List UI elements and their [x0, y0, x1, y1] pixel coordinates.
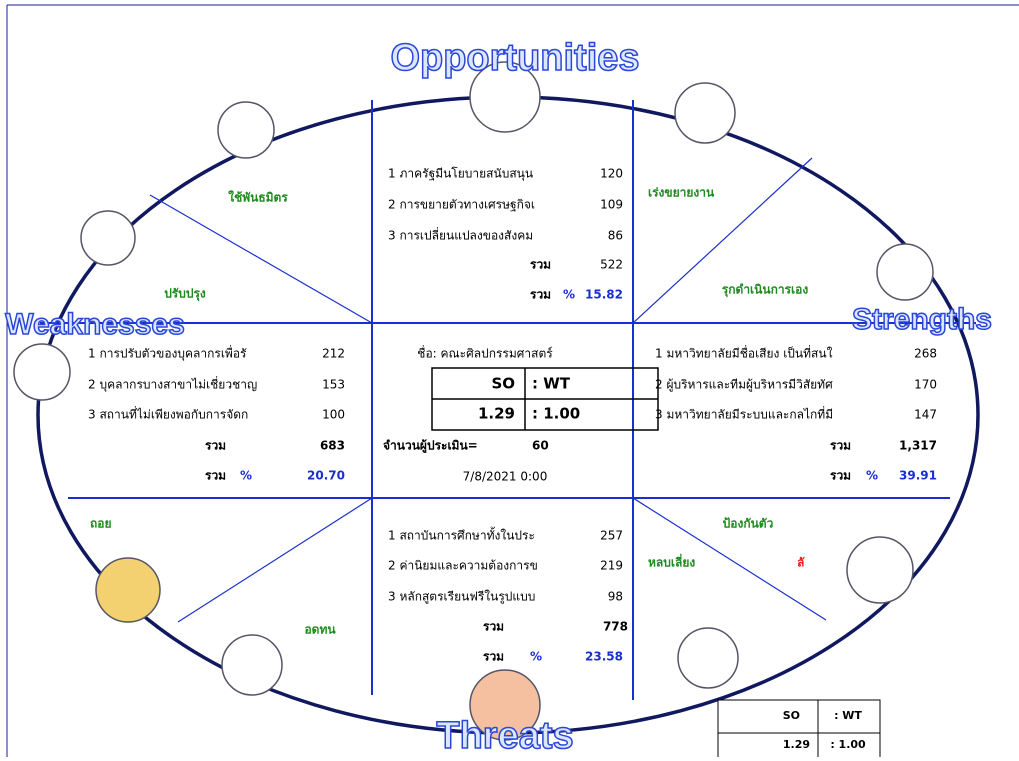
threats-percent-sign: % — [530, 650, 542, 664]
0-text: 1 สถาบันการศึกษาทั้งในประ — [388, 527, 535, 543]
icon-virgo — [222, 635, 282, 695]
center-evaluators: 60 — [532, 439, 549, 453]
titles-opportunities: Opportunities — [390, 37, 639, 79]
strategies-retreat: ถอย — [90, 517, 112, 531]
1-value: 219 — [600, 559, 623, 573]
icon-pisces — [675, 83, 735, 143]
strengths-total-label: รวม — [830, 439, 851, 453]
strengths-percent-label: รวม — [830, 469, 851, 483]
1-value: 109 — [600, 198, 623, 212]
threats-total-label: รวม — [483, 620, 504, 634]
2-value: 100 — [322, 408, 345, 422]
icon-aquarius — [877, 244, 933, 300]
1-text: 2 ผู้บริหารและทีมผู้บริหารมีวิสัยทัศ — [655, 378, 833, 393]
ratio-values-1: : 1.00 — [532, 405, 580, 423]
opportunities-percent: 15.82 — [585, 288, 623, 302]
ratio-header-1: : WT — [532, 375, 571, 393]
center-name: ชื่อ: คณะศิลปกรรมศาสตร์ — [417, 345, 553, 361]
1-text: 2 บุคลากรบางสาขาไม่เชี่ยวชาญ — [88, 376, 257, 393]
weaknesses-percent: 20.70 — [307, 469, 345, 483]
header-1: : WT — [834, 709, 862, 722]
values-1: : 1.00 — [830, 738, 866, 751]
weaknesses-total-label: รวม — [205, 439, 226, 453]
threats-percent-label: รวม — [483, 650, 504, 664]
icon-leo — [96, 558, 160, 622]
0-value: 212 — [322, 347, 345, 361]
2-text: 3 สถานที่ไม่เพียงพอกับการจัดก — [88, 406, 248, 422]
1-text: 2 การขยายตัวทางเศรษฐกิจเ — [388, 198, 535, 212]
opportunities-total-label: รวม — [530, 258, 551, 272]
0-value: 268 — [914, 347, 937, 361]
0-value: 120 — [600, 167, 623, 181]
icon-sagittarius — [847, 537, 913, 603]
2-text: 3 หลักสูตรเรียนฟรีในรูปแบบ — [388, 590, 535, 605]
icon-cancer — [14, 344, 70, 400]
threats-total: 778 — [603, 620, 628, 634]
values-0: 1.29 — [783, 738, 810, 751]
diagonal — [150, 195, 372, 323]
center-evaluators-label: จำนวนผู้ประเมิน= — [383, 439, 478, 454]
titles-weaknesses: Weaknesses — [5, 308, 185, 341]
strategies-expand: เร่งขยายงาน — [648, 186, 715, 200]
threats-percent: 23.58 — [585, 650, 623, 664]
opportunities-percent-label: รวม — [530, 288, 551, 302]
0-value: 257 — [600, 529, 623, 543]
weaknesses-percent-sign: % — [240, 469, 252, 483]
diagonal — [178, 498, 372, 622]
strategies-avoid: หลบเลี่ยง — [648, 554, 695, 570]
opportunities-percent-sign: % — [563, 288, 575, 302]
2-value: 86 — [608, 229, 623, 243]
2-value: 98 — [608, 590, 623, 604]
1-value: 153 — [322, 378, 345, 392]
strengths-percent-sign: % — [866, 469, 878, 483]
1-text: 2 ค่านิยมและความต้องการข — [388, 559, 538, 573]
opportunities-total: 522 — [600, 258, 623, 272]
2-text: 3 มหาวิทยาลัยมีระบบและกลไกที่มี — [655, 406, 833, 422]
2-text: 3 การเปลี่ยนแปลงของสังคม — [388, 227, 533, 243]
strengths-total: 1,317 — [899, 439, 937, 453]
swot-diagram: Opportunities Threats Weaknesses Strengths 1… — [0, 0, 1019, 757]
0-text: 1 มหาวิทยาลัยมีชื่อเสียง เป็นที่สนใ — [655, 345, 833, 361]
strategies-ally: ใช้พันธมิตร — [228, 190, 288, 205]
strategies-endure: อดทน — [304, 623, 336, 637]
weaknesses-total: 683 — [320, 439, 345, 453]
diagonal — [633, 158, 812, 323]
icon-taurus — [218, 102, 274, 158]
0-text: 1 ภาครัฐมีนโยบายสนับสนุน — [388, 167, 533, 182]
center-date: 7/8/2021 0:00 — [463, 470, 548, 484]
header-0: SO — [783, 709, 800, 722]
0-text: 1 การปรับตัวของบุคลากรเพื่อรั — [88, 345, 247, 362]
icon-scorpio — [678, 628, 738, 688]
1-value: 170 — [914, 378, 937, 392]
ratio-values-0: 1.29 — [478, 405, 515, 423]
weaknesses-percent-label: รวม — [205, 469, 226, 483]
strategies-improve: ปรับปรุง — [164, 287, 206, 302]
titles-threats: Threats — [436, 715, 573, 757]
strengths-percent: 39.91 — [899, 469, 937, 483]
grid — [40, 100, 976, 700]
ratio-header-0: SO — [491, 375, 515, 393]
strategies-proactive: รุกดำเนินการเอง — [722, 283, 809, 298]
strategies-defend: ป้องกันตัว — [723, 517, 774, 531]
strategies-other: ลั — [797, 556, 805, 570]
2-value: 147 — [914, 408, 937, 422]
icon-gemini — [81, 211, 135, 265]
titles-strengths: Strengths — [852, 303, 992, 336]
